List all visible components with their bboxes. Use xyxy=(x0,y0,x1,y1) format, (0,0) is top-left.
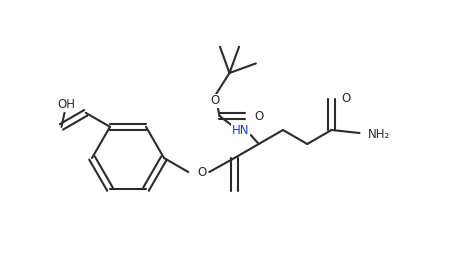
Text: NH₂: NH₂ xyxy=(368,129,390,141)
Text: O: O xyxy=(255,109,264,122)
Text: OH: OH xyxy=(58,98,76,111)
Text: O: O xyxy=(198,166,207,179)
Text: O: O xyxy=(211,94,220,107)
Text: O: O xyxy=(342,92,351,105)
Text: HN: HN xyxy=(232,123,249,136)
